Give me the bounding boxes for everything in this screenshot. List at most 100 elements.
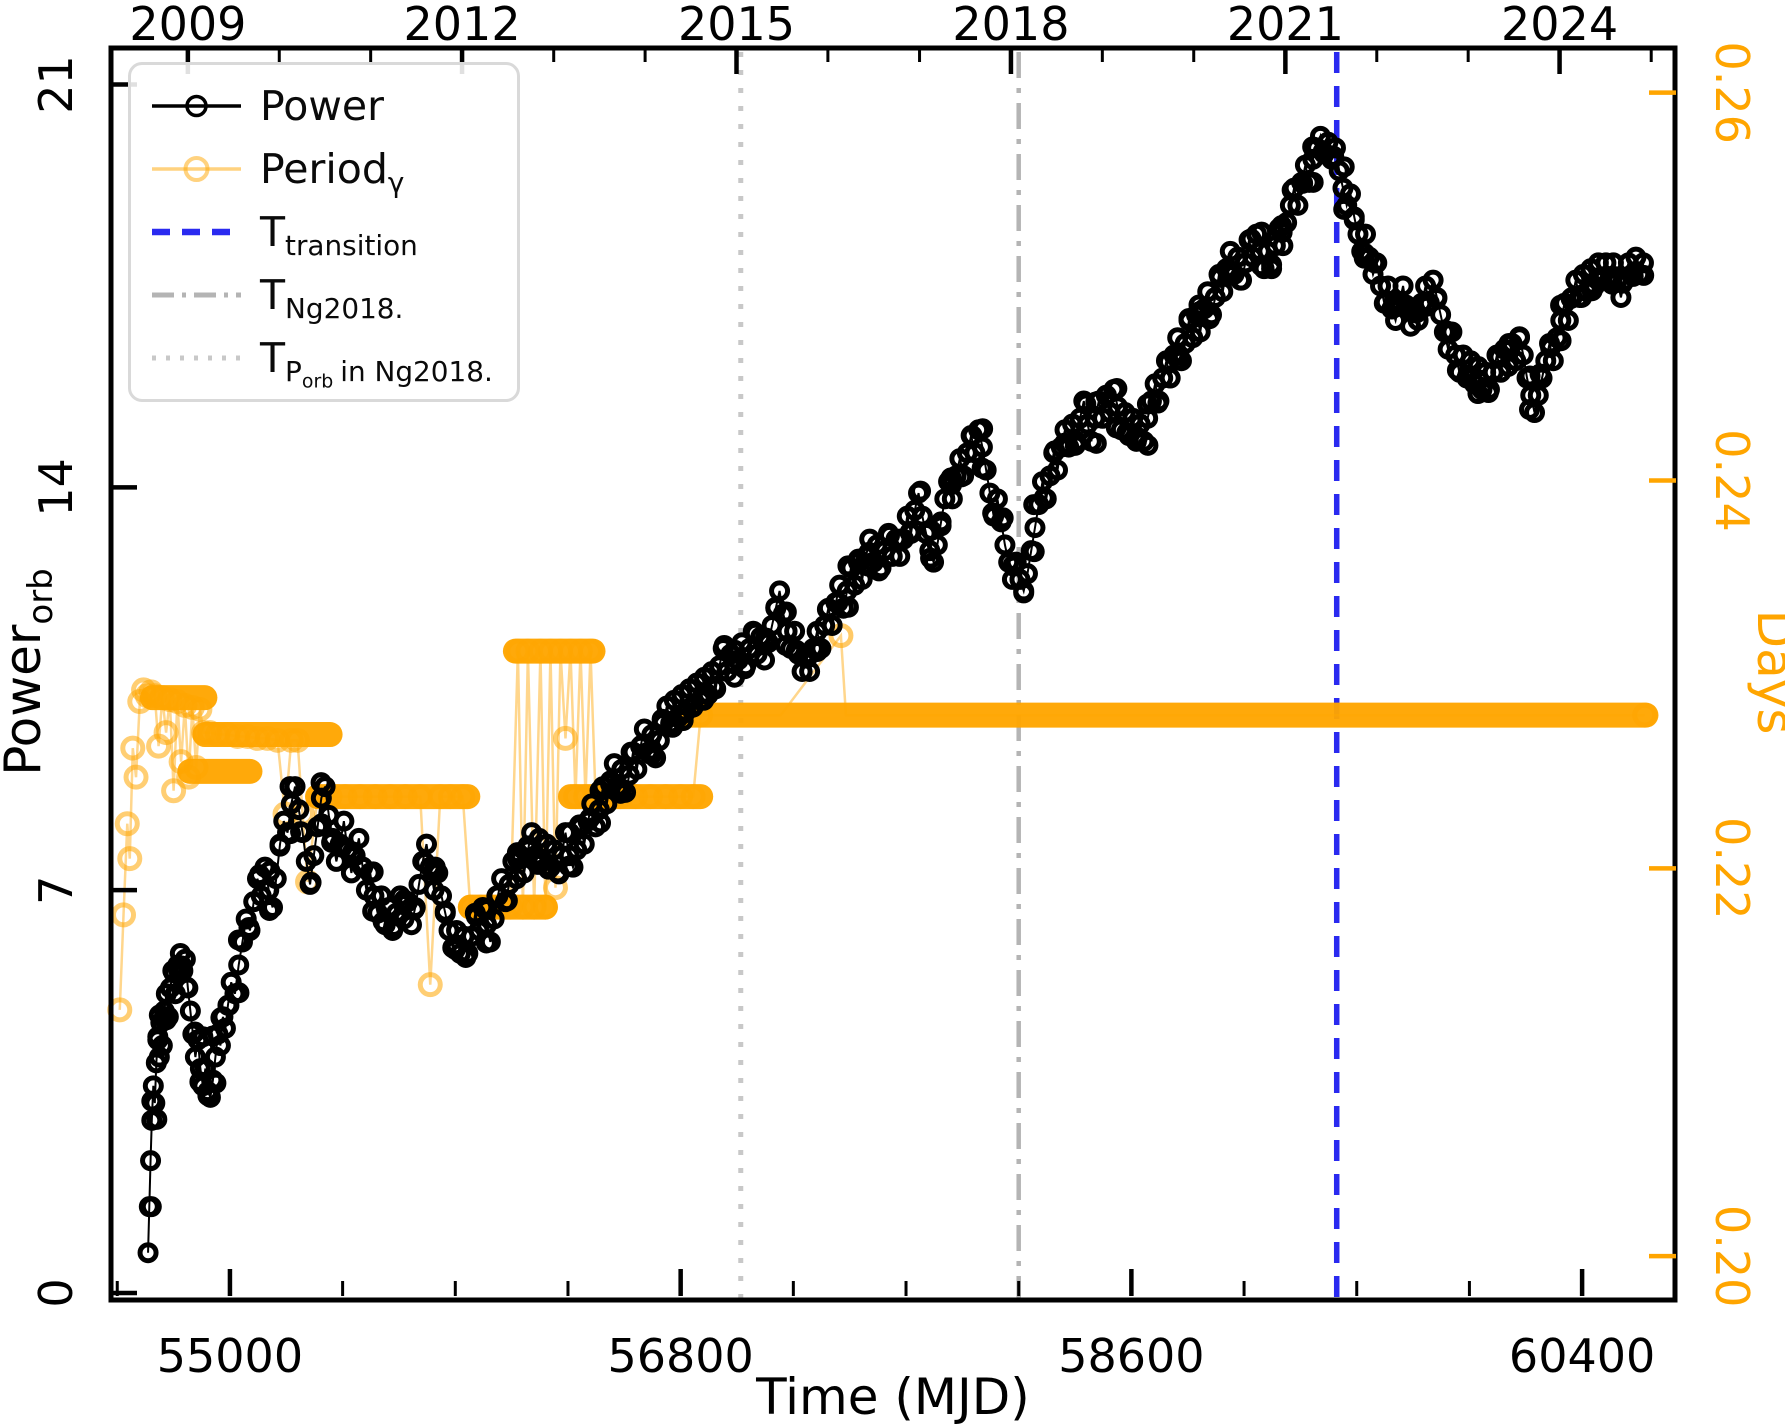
- legend-item-porb-ng2018: TPorb in Ng2018.: [149, 334, 499, 391]
- top-tick-label: 2018: [952, 0, 1069, 51]
- power-point: [348, 827, 370, 849]
- x-tick-label: 58600: [1058, 1329, 1204, 1383]
- power-point: [754, 632, 776, 654]
- power-point: [341, 846, 363, 868]
- power-point: [1106, 378, 1128, 400]
- power-point: [784, 620, 806, 642]
- axis-tick-labels: 55000 56800 58600 60400 2009 2012 2015 2018 2021…: [29, 0, 1759, 1383]
- power-point: [1632, 252, 1654, 274]
- legend: Power Periodγ Ttransition TNg2018.: [128, 62, 520, 402]
- dashdot-line-icon: [152, 292, 241, 298]
- power-point: [455, 946, 477, 968]
- x-tick-label: 55000: [157, 1329, 303, 1383]
- x-axis-title: Time (MJD): [755, 1368, 1030, 1425]
- y-axis-title-right: Days: [1746, 610, 1785, 735]
- period-connector-line: [118, 632, 1645, 1010]
- power-point: [1339, 183, 1361, 205]
- power-point: [1023, 541, 1045, 563]
- power-point: [310, 772, 332, 794]
- x-tick-label: 60400: [1509, 1329, 1655, 1383]
- reference-vlines: [738, 52, 1340, 1298]
- y-left-tick-label: 0: [29, 1278, 83, 1307]
- power-point: [1167, 349, 1189, 371]
- dashed-line-icon: [152, 228, 241, 236]
- top-tick-label: 2015: [678, 0, 795, 51]
- power-point: [151, 1035, 173, 1057]
- power-point: [941, 488, 963, 510]
- power-point: [1272, 235, 1294, 257]
- legend-item-transition: Ttransition: [149, 208, 499, 260]
- power-point: [930, 515, 952, 537]
- power-point: [279, 776, 301, 798]
- power-point: [1271, 215, 1293, 237]
- power-point: [527, 853, 549, 875]
- power-point: [176, 976, 198, 998]
- power-point: [155, 1009, 177, 1031]
- power-point: [1392, 275, 1414, 297]
- power-point: [626, 758, 648, 780]
- power-point: [1054, 432, 1076, 454]
- power-point: [1436, 320, 1458, 342]
- power-point: [1189, 321, 1211, 343]
- period-point: [417, 972, 443, 998]
- power-point: [148, 1046, 170, 1068]
- power-point: [940, 467, 962, 489]
- y-right-tick-label: 0.26: [1705, 41, 1759, 143]
- power-point: [265, 868, 287, 890]
- power-point: [806, 639, 828, 661]
- top-tick-label: 2012: [404, 0, 521, 51]
- power-point: [1024, 517, 1046, 539]
- power-point: [1519, 365, 1541, 387]
- legend-item-period: Periodγ: [149, 145, 499, 197]
- power-point: [140, 1150, 162, 1172]
- power-point: [558, 855, 580, 877]
- power-point: [434, 900, 456, 922]
- power-point: [1251, 221, 1273, 243]
- top-tick-label: 2021: [1227, 0, 1344, 51]
- power-point: [141, 1090, 163, 1112]
- power-point: [1013, 582, 1035, 604]
- power-point: [926, 534, 948, 556]
- power-point: [483, 908, 505, 930]
- power-point: [1467, 383, 1489, 405]
- power-point: [280, 823, 302, 845]
- power-point: [590, 812, 612, 834]
- power-point: [573, 833, 595, 855]
- power-point: [300, 871, 322, 893]
- power-point: [321, 831, 343, 853]
- power-point: [1137, 434, 1159, 456]
- power-point: [1302, 171, 1324, 193]
- power-point: [775, 601, 797, 623]
- power-point: [1261, 254, 1283, 276]
- power-point: [238, 916, 260, 938]
- power-point: [868, 560, 890, 582]
- power-series: [137, 125, 1655, 1264]
- power-point: [209, 1035, 231, 1057]
- period-point: [114, 811, 140, 837]
- power-point: [837, 596, 859, 618]
- power-point: [137, 1242, 159, 1264]
- period-point: [153, 720, 179, 746]
- power-point: [910, 480, 932, 502]
- period-point: [120, 735, 146, 761]
- power-point: [179, 1000, 201, 1022]
- x-tick-label: 56800: [607, 1329, 753, 1383]
- power-point: [403, 898, 425, 920]
- power-point: [1633, 264, 1655, 286]
- y-axis-title-left: Powerorb: [0, 568, 61, 776]
- power-point: [259, 899, 281, 921]
- period-point: [542, 875, 568, 901]
- power-point: [596, 793, 618, 815]
- power-point: [228, 982, 250, 1004]
- power-point: [610, 782, 632, 804]
- power-point: [288, 799, 310, 821]
- power-point: [475, 932, 497, 954]
- power-point: [769, 580, 791, 602]
- y-left-tick-label: 14: [29, 458, 83, 517]
- power-point: [1550, 330, 1572, 352]
- power-point: [174, 948, 196, 970]
- axes-frame: [108, 45, 1678, 1303]
- power-point: [393, 894, 415, 916]
